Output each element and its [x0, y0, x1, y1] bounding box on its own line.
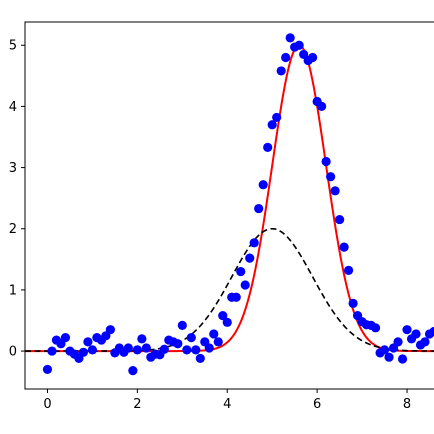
data-point: [411, 329, 421, 339]
data-point: [137, 334, 147, 344]
y-tick-label: 4: [9, 100, 17, 115]
data-point: [87, 345, 98, 355]
data-point: [218, 311, 228, 321]
data-point: [339, 242, 349, 252]
y-tick-label: 1: [9, 283, 17, 298]
x-tick-label: 4: [223, 397, 231, 412]
data-point: [254, 203, 264, 214]
data-point: [83, 337, 93, 347]
data-point: [78, 347, 89, 357]
data-point: [276, 66, 286, 76]
data-point: [123, 343, 133, 353]
data-point: [128, 366, 138, 376]
data-point: [191, 345, 201, 355]
data-point: [240, 280, 250, 290]
data-point: [60, 333, 71, 343]
data-point: [209, 329, 219, 339]
data-point: [326, 172, 336, 182]
y-tick-label: 0: [9, 345, 17, 360]
y-tick-label: 3: [9, 161, 17, 176]
data-point: [348, 298, 358, 308]
data-point: [370, 323, 381, 333]
data-point: [182, 345, 192, 355]
data-point: [236, 266, 246, 277]
data-point: [204, 343, 214, 353]
data-point: [249, 238, 259, 248]
x-tick-label: 6: [313, 397, 321, 412]
data-point: [222, 317, 232, 327]
data-point: [186, 333, 196, 343]
y-tick-label: 5: [9, 39, 17, 54]
x-tick-label: 2: [133, 397, 141, 412]
data-point: [258, 180, 268, 190]
data-point: [335, 214, 345, 225]
data-point: [267, 120, 277, 130]
plot-frame: [24, 21, 434, 390]
data-point: [384, 352, 394, 362]
data-point: [321, 156, 331, 167]
data-point: [402, 325, 412, 335]
data-point: [281, 52, 291, 63]
data-point: [159, 344, 169, 354]
data-point: [213, 337, 223, 347]
x-tick-label: 0: [43, 397, 51, 412]
x-tick-label: 8: [403, 397, 411, 412]
data-point: [317, 101, 327, 112]
data-point: [330, 186, 340, 196]
data-point: [420, 337, 430, 347]
data-point: [308, 52, 318, 63]
series-layer: [25, 33, 434, 376]
data-point: [285, 33, 295, 43]
data-point: [132, 345, 142, 355]
data-point: [141, 343, 151, 353]
data-point: [393, 337, 403, 347]
data-point: [173, 339, 183, 349]
data-point: [177, 320, 187, 330]
fit-curve: [25, 44, 434, 353]
y-tick-label: 2: [9, 222, 17, 237]
data-point: [272, 112, 282, 123]
data-point: [195, 353, 205, 364]
data-point: [105, 325, 115, 335]
data-point: [379, 345, 390, 355]
data-point: [344, 265, 354, 275]
initial-guess-curve: [25, 227, 434, 352]
data-point: [429, 326, 434, 337]
data-point: [245, 253, 255, 263]
data-point: [397, 354, 408, 364]
axes-layer: 0 2 4 6 8 0 1 2 3 4 5: [9, 21, 434, 412]
data-point: [231, 292, 241, 302]
data-point: [42, 364, 53, 375]
data-point: [263, 142, 273, 152]
data-point: [47, 346, 57, 356]
data-point: [294, 40, 304, 50]
